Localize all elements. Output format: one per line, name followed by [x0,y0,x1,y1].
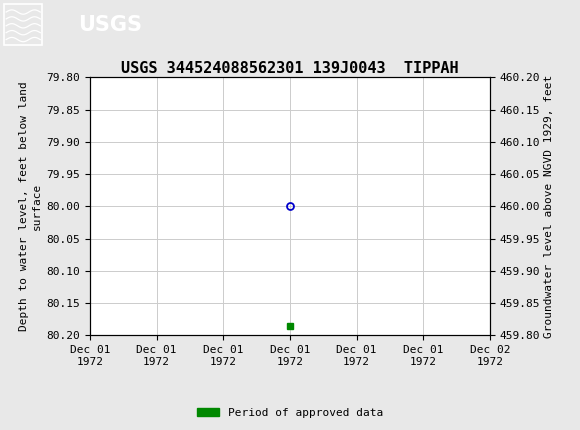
Legend: Period of approved data: Period of approved data [193,403,387,422]
Y-axis label: Depth to water level, feet below land
surface: Depth to water level, feet below land su… [19,82,42,331]
Y-axis label: Groundwater level above NGVD 1929, feet: Groundwater level above NGVD 1929, feet [545,75,554,338]
Text: USGS 344524088562301 139J0043  TIPPAH: USGS 344524088562301 139J0043 TIPPAH [121,61,459,76]
Text: USGS: USGS [78,15,142,35]
